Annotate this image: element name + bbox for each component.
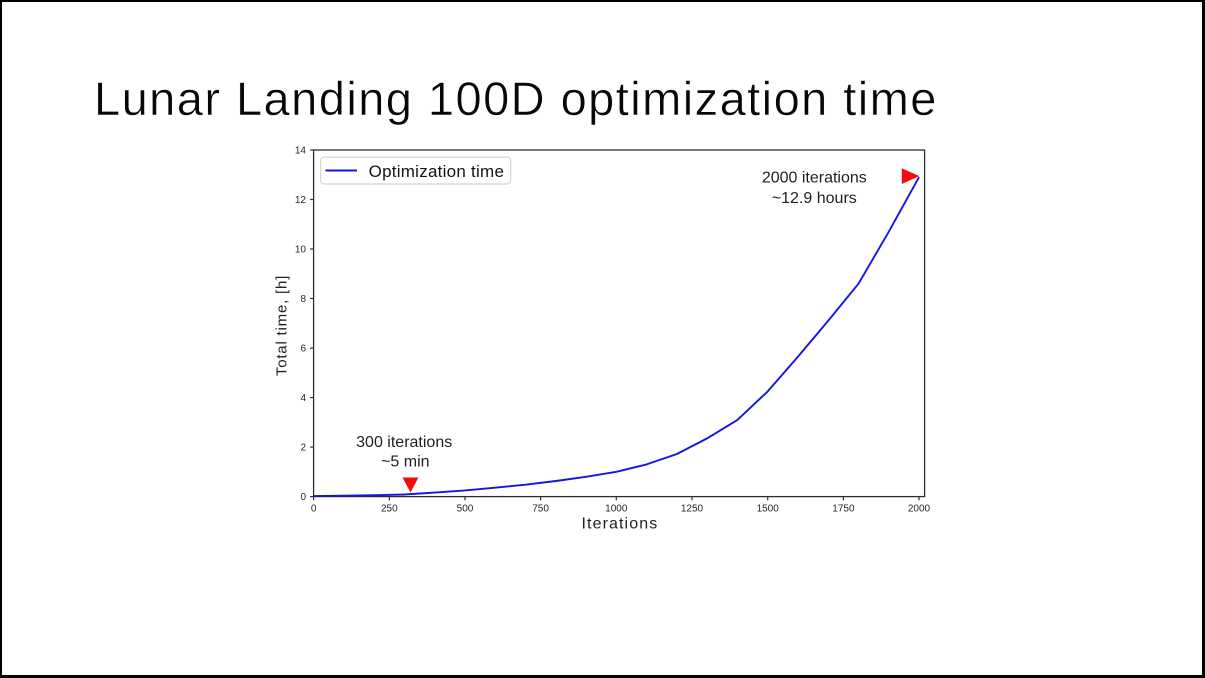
svg-text:1750: 1750 [832,504,855,515]
svg-text:750: 750 [532,504,549,515]
svg-text:2000: 2000 [908,504,931,515]
svg-text:Total time, [h]: Total time, [h] [274,275,291,376]
svg-text:8: 8 [300,294,306,305]
svg-text:10: 10 [295,245,307,256]
svg-text:6: 6 [300,344,306,355]
svg-text:14: 14 [295,146,307,157]
svg-text:1000: 1000 [605,504,628,515]
svg-text:1250: 1250 [681,504,704,515]
svg-text:12: 12 [295,195,307,206]
svg-text:1500: 1500 [757,504,780,515]
svg-text:500: 500 [457,504,474,515]
svg-text:~12.9 hours: ~12.9 hours [772,190,857,207]
svg-text:300 iterations: 300 iterations [356,434,452,451]
svg-text:250: 250 [381,504,398,515]
svg-text:Optimization time: Optimization time [369,162,505,181]
svg-text:4: 4 [300,393,306,404]
svg-text:~5 min: ~5 min [381,454,429,471]
svg-text:2000 iterations: 2000 iterations [762,169,867,186]
svg-text:Iterations: Iterations [581,516,658,533]
svg-text:2: 2 [300,443,306,454]
svg-text:0: 0 [311,504,317,515]
svg-text:0: 0 [300,492,306,503]
